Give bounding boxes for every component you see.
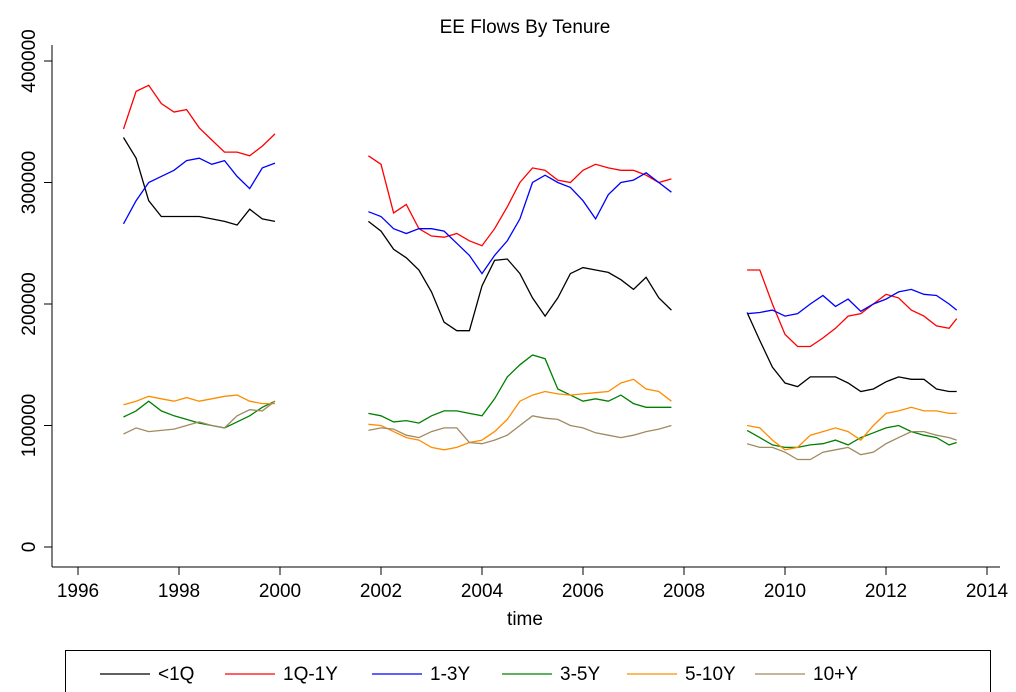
x-tick-label: 2006 [562,581,604,602]
x-tick-label: 2014 [966,581,1009,602]
y-tick-label: 300000 [19,151,40,214]
legend-label: <1Q [158,664,194,685]
series-line [122,157,958,317]
legend-label: 5-10Y [685,664,736,685]
y-tick-label: 100000 [19,394,40,457]
x-tick-label: 2012 [865,581,907,602]
legend-label: 3-5Y [560,664,600,685]
series-line [123,400,957,461]
chart-title: EE Flows By Tenure [440,17,611,38]
series-line [123,378,957,451]
x-tick-label: 1996 [57,581,99,602]
x-tick-label: 2004 [461,581,504,602]
x-tick-label: 2000 [259,581,301,602]
series-line [122,84,958,348]
y-tick-label: 200000 [19,272,40,335]
x-tick-label: 2010 [764,581,806,602]
x-axis-label: time [507,609,543,630]
legend-label: 1-3Y [430,664,470,685]
legend-box [65,650,991,692]
legend-label: 10+Y [813,664,858,685]
series-line [122,137,957,393]
series-line [123,354,957,449]
y-tick-label: 0 [19,542,40,553]
x-tick-label: 1998 [158,581,200,602]
x-tick-label: 2002 [360,581,402,602]
x-tick-label: 2008 [663,581,705,602]
y-tick-label: 400000 [19,29,40,92]
legend-label: 1Q-1Y [283,664,338,685]
